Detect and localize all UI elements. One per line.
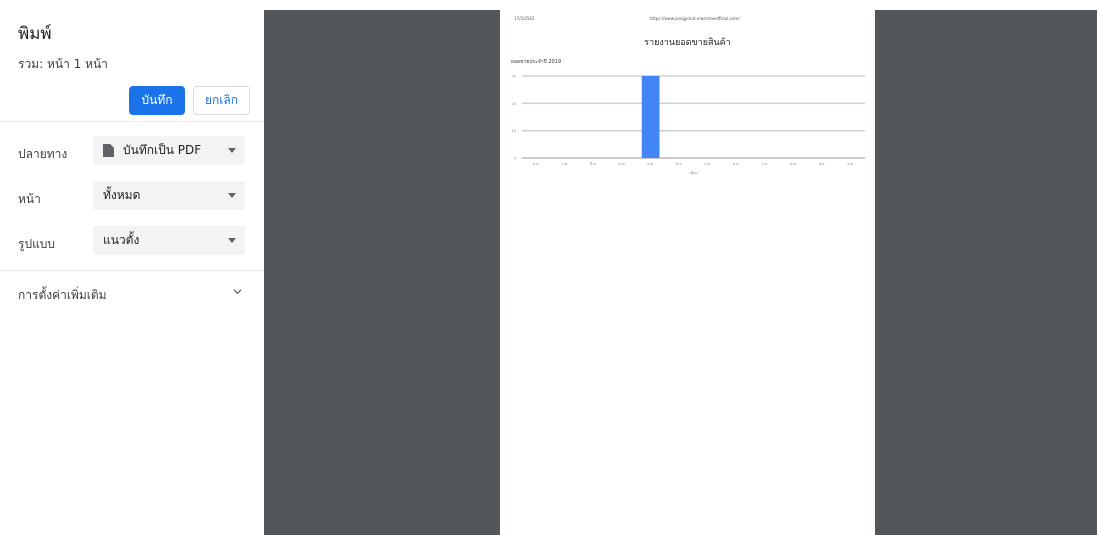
layout-label: รูปแบบ (18, 237, 56, 251)
x-tick-label: ก.พ. (562, 162, 569, 166)
document-icon (103, 144, 114, 157)
pages-label: หน้า (18, 192, 41, 206)
destination-value: บันทึกเป็น PDF (123, 143, 202, 157)
layout-select[interactable]: แนวตั้ง (93, 226, 245, 255)
pages-select[interactable]: ทั้งหมด (93, 181, 245, 210)
dropdown-arrow-icon (228, 193, 236, 198)
page-header-url: https://www.yongprout.maechaeofficial.co… (650, 16, 740, 21)
x-tick-label: พ.ค. (647, 162, 654, 166)
x-tick-label: ธ.ค. (847, 162, 854, 166)
dropdown-arrow-icon (228, 148, 236, 153)
x-tick-label: ส.ค. (733, 162, 740, 166)
pages-value: ทั้งหมด (103, 188, 141, 202)
y-tick-label: 0 (514, 157, 516, 161)
divider (0, 270, 264, 271)
preview-page: 17/5/2562 https://www.yongprout.maechaeo… (500, 10, 875, 535)
x-tick-label: ก.ย. (762, 162, 768, 166)
y-tick-label: 20 (512, 102, 516, 106)
divider (0, 121, 264, 122)
dialog-title: พิมพ์ (18, 24, 52, 44)
layout-value: แนวตั้ง (103, 233, 140, 247)
destination-label: ปลายทาง (18, 147, 68, 161)
bar-chart: 0 10 20 30 ม.ค. ก.พ. มี.ค. เม.ย. พ.ค. มิ.ย. ก.ค. ส.… (512, 75, 865, 175)
destination-select[interactable]: บันทึกเป็น PDF (93, 136, 245, 165)
page-header-date: 17/5/2562 (514, 16, 535, 21)
x-tick-label: ต.ค. (790, 162, 797, 166)
save-button[interactable]: บันทึก (129, 86, 185, 115)
y-tick-label: 10 (512, 129, 516, 133)
x-axis-label: เดือน (690, 170, 699, 175)
more-settings-toggle[interactable]: การตั้งค่าเพิ่มเติม (18, 288, 107, 302)
x-tick-label: เม.ย. (618, 162, 626, 166)
x-tick-label: พ.ย. (819, 162, 826, 166)
x-tick-label: มี.ค. (590, 161, 597, 166)
report-title: รายงานยอดขายสินค้า (644, 38, 731, 48)
dropdown-arrow-icon (228, 238, 236, 243)
cancel-button[interactable]: ยกเลิก (193, 86, 250, 115)
y-tick-label: 30 (512, 75, 516, 79)
chevron-down-icon[interactable] (233, 287, 242, 296)
print-settings-panel: พิมพ์ รวม: หน้า 1 หน้า บันทึก ยกเลิก ปลา… (0, 0, 264, 535)
page-count-summary: รวม: หน้า 1 หน้า (18, 57, 108, 71)
x-tick-label: ก.ค. (704, 162, 711, 166)
chart-title: ยอดขายประจำปี 2019 (511, 59, 562, 65)
x-tick-label: ม.ค. (533, 162, 540, 166)
x-tick-label: มิ.ย. (676, 162, 683, 166)
bar (641, 76, 660, 158)
